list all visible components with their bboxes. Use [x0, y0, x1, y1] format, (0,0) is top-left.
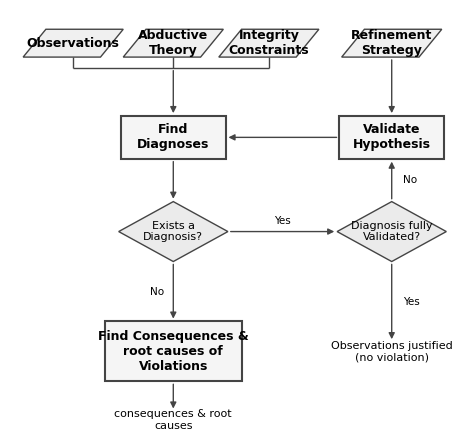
Text: Yes: Yes — [274, 216, 291, 227]
Polygon shape — [118, 202, 228, 261]
Polygon shape — [342, 29, 442, 57]
FancyBboxPatch shape — [339, 116, 444, 159]
Text: Yes: Yes — [403, 297, 420, 307]
Polygon shape — [123, 29, 223, 57]
Text: Exists a
Diagnosis?: Exists a Diagnosis? — [143, 221, 203, 242]
Text: No: No — [150, 286, 164, 297]
Polygon shape — [23, 29, 123, 57]
Text: Integrity
Constraints: Integrity Constraints — [228, 29, 309, 57]
Text: Observations justified
(no violation): Observations justified (no violation) — [331, 341, 453, 362]
Polygon shape — [337, 202, 447, 261]
Text: Find
Diagnoses: Find Diagnoses — [137, 124, 210, 151]
FancyBboxPatch shape — [105, 322, 242, 381]
Text: Find Consequences &
root causes of
Violations: Find Consequences & root causes of Viola… — [98, 330, 249, 373]
Text: Abductive
Theory: Abductive Theory — [138, 29, 209, 57]
Text: Observations: Observations — [27, 37, 119, 50]
Text: No: No — [403, 175, 417, 185]
Text: consequences & root
causes: consequences & root causes — [115, 409, 232, 431]
Text: Refinement
Strategy: Refinement Strategy — [351, 29, 432, 57]
Text: Validate
Hypothesis: Validate Hypothesis — [353, 124, 431, 151]
Polygon shape — [219, 29, 319, 57]
Text: Diagnosis fully
Validated?: Diagnosis fully Validated? — [351, 221, 433, 242]
FancyBboxPatch shape — [121, 116, 226, 159]
